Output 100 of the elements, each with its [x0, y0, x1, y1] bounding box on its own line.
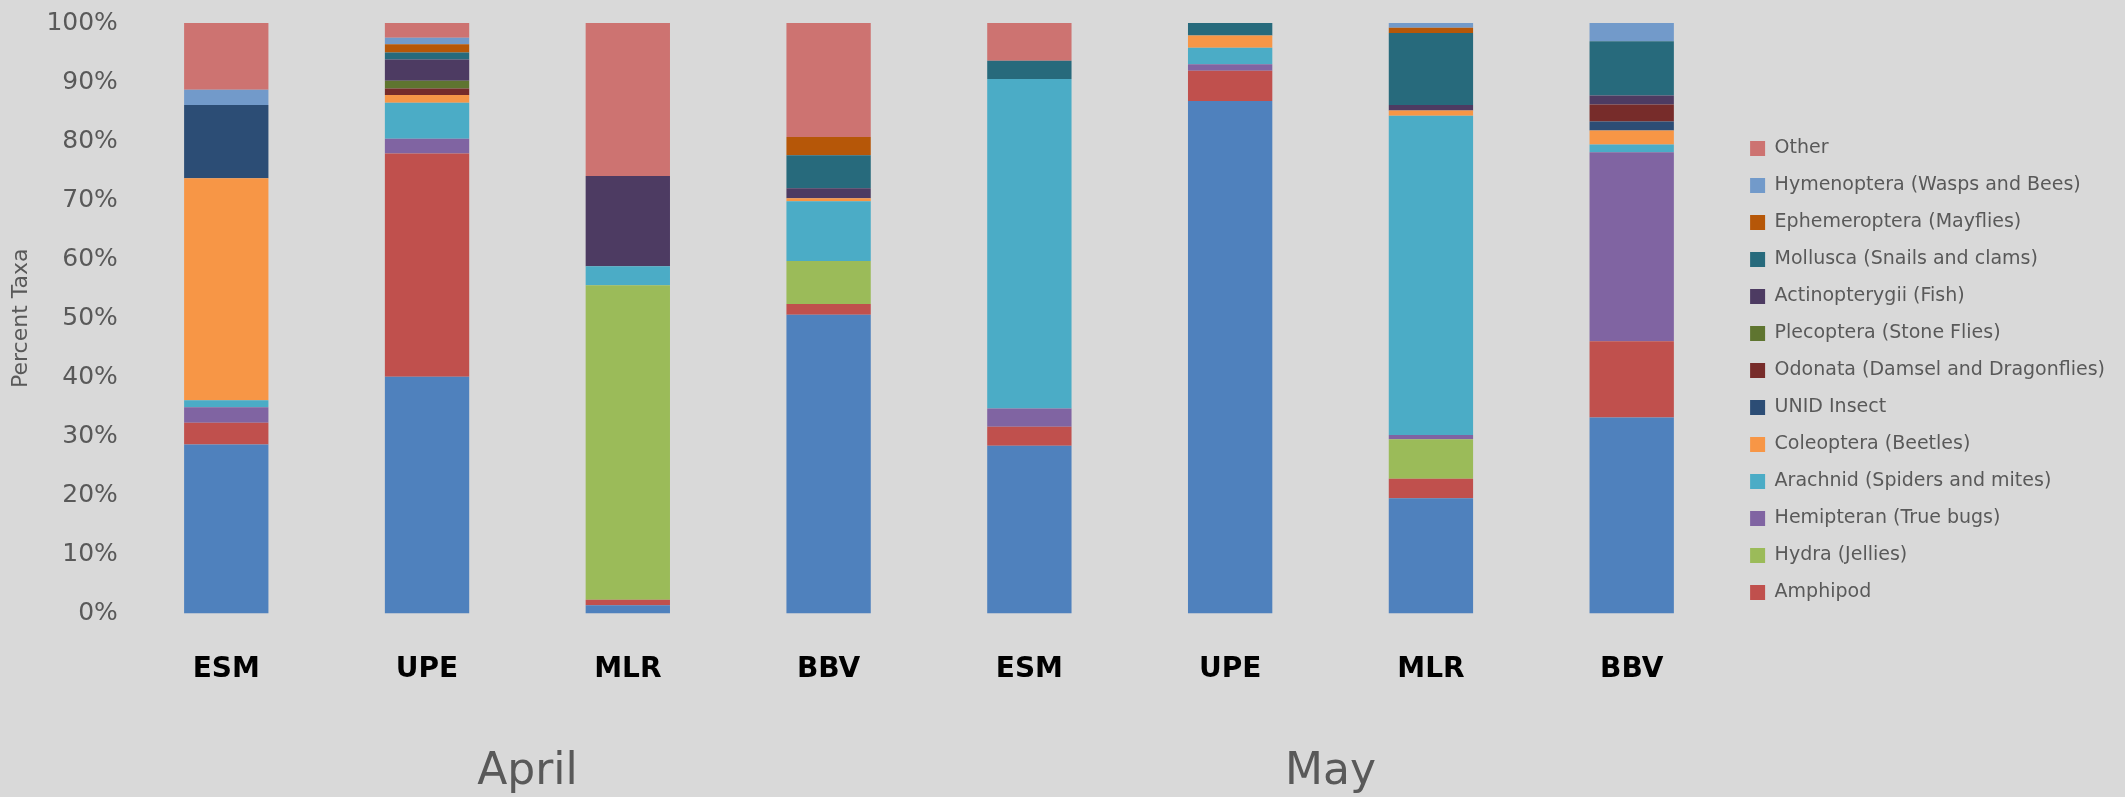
- legend-label: UNID Insect: [1774, 394, 1887, 417]
- bar: [1589, 417, 1674, 614]
- y-tick-label: 70%: [62, 183, 118, 213]
- bar: [585, 23, 670, 176]
- bar: [786, 136, 871, 156]
- bar: [384, 59, 470, 81]
- x-tick-label: UPE: [395, 651, 459, 685]
- bar: [384, 52, 470, 60]
- bar: [786, 201, 871, 261]
- bar: [1187, 70, 1273, 101]
- bar: [384, 88, 470, 96]
- y-tick-label: 60%: [62, 242, 118, 272]
- x-tick-label: MLR: [594, 651, 662, 685]
- bar: [1388, 478, 1474, 499]
- bar: [384, 37, 470, 45]
- legend-label: Amphipod: [1774, 579, 1872, 602]
- bar: [987, 23, 1072, 61]
- y-tick-label: 90%: [62, 65, 118, 95]
- bar: [184, 444, 269, 614]
- bar: [384, 80, 470, 89]
- y-tick-label: 0%: [78, 596, 118, 626]
- bar: [987, 79, 1072, 409]
- x-tick-label: UPE: [1198, 651, 1262, 685]
- bar: [184, 178, 269, 401]
- bar: [585, 599, 670, 606]
- bar: [786, 23, 871, 137]
- x-tick-label: BBV: [796, 651, 861, 685]
- bar: [1589, 152, 1674, 342]
- bar: [786, 260, 871, 305]
- legend-label: Mollusca (Snails and clams): [1774, 246, 2038, 269]
- x-tick-label: ESM: [995, 651, 1063, 685]
- y-tick-label: 80%: [62, 124, 118, 154]
- bar: [585, 605, 670, 614]
- bar: [786, 314, 871, 614]
- x-tick-label: ESM: [192, 651, 260, 685]
- x-tick-label: MLR: [1397, 651, 1465, 685]
- bar: [786, 198, 871, 202]
- legend-label: Other: [1774, 135, 1829, 158]
- legend-label: Hymenoptera (Wasps and Bees): [1774, 172, 2081, 195]
- bar: [1388, 439, 1474, 479]
- bar: [384, 376, 470, 614]
- legend-label: Coleoptera (Beetles): [1774, 431, 1971, 454]
- y-tick-label: 30%: [62, 419, 118, 449]
- bar: [1589, 341, 1674, 418]
- y-axis-title: Percent Taxa: [6, 248, 32, 388]
- bar: [1589, 41, 1674, 96]
- bar: [384, 102, 470, 139]
- bar: [1589, 144, 1674, 153]
- bar: [1589, 130, 1674, 145]
- legend-label: Ephemeroptera (Mayflies): [1774, 209, 2022, 232]
- bar: [1187, 64, 1273, 71]
- y-tick-label: 100%: [46, 6, 118, 36]
- bar: [1388, 105, 1474, 111]
- bar: [184, 407, 269, 423]
- bar: [184, 400, 269, 408]
- bar: [384, 23, 470, 38]
- legend-label: Plecoptera (Stone Flies): [1774, 320, 2001, 343]
- bar: [384, 95, 470, 103]
- bar: [384, 44, 470, 53]
- x-tick-label: BBV: [1600, 651, 1664, 685]
- bar: [184, 89, 269, 106]
- bar: [1589, 104, 1674, 122]
- bar: [1589, 23, 1674, 42]
- bar: [1589, 121, 1674, 131]
- bar: [1187, 47, 1273, 65]
- bar: [585, 266, 670, 286]
- legend-label: Hydra (Jellies): [1774, 542, 1908, 565]
- bar: [184, 422, 269, 445]
- y-tick-label: 50%: [62, 301, 118, 331]
- bar: [384, 153, 470, 377]
- legend-label: Arachnid (Spiders and mites): [1774, 468, 2052, 491]
- y-tick-label: 20%: [62, 478, 118, 508]
- bar: [1589, 95, 1674, 105]
- text: April: [477, 743, 578, 795]
- bar: [786, 155, 871, 189]
- text: May: [1285, 743, 1377, 795]
- bar: [585, 285, 670, 600]
- y-tick-label: 10%: [62, 537, 118, 567]
- bar: [987, 60, 1072, 80]
- bar: [786, 304, 871, 315]
- bar: [786, 188, 871, 199]
- bar: [1388, 110, 1474, 116]
- bar: [1388, 23, 1474, 28]
- bar: [384, 138, 470, 154]
- bar: [1187, 35, 1273, 48]
- y-tick-label: 40%: [62, 360, 118, 390]
- bar: [1388, 27, 1474, 34]
- bar: [585, 175, 670, 267]
- bar: [987, 445, 1072, 614]
- bar: [184, 105, 269, 179]
- bar: [1388, 435, 1474, 440]
- legend-label: Actinopterygii (Fish): [1774, 283, 1965, 306]
- bar: [987, 426, 1072, 446]
- bar: [1187, 23, 1273, 36]
- bar: [987, 408, 1072, 427]
- bar: [1187, 100, 1273, 614]
- bar: [1388, 115, 1474, 436]
- bar: [1388, 33, 1474, 106]
- bar: [184, 23, 269, 90]
- legend-label: Hemipteran (True bugs): [1774, 505, 2001, 528]
